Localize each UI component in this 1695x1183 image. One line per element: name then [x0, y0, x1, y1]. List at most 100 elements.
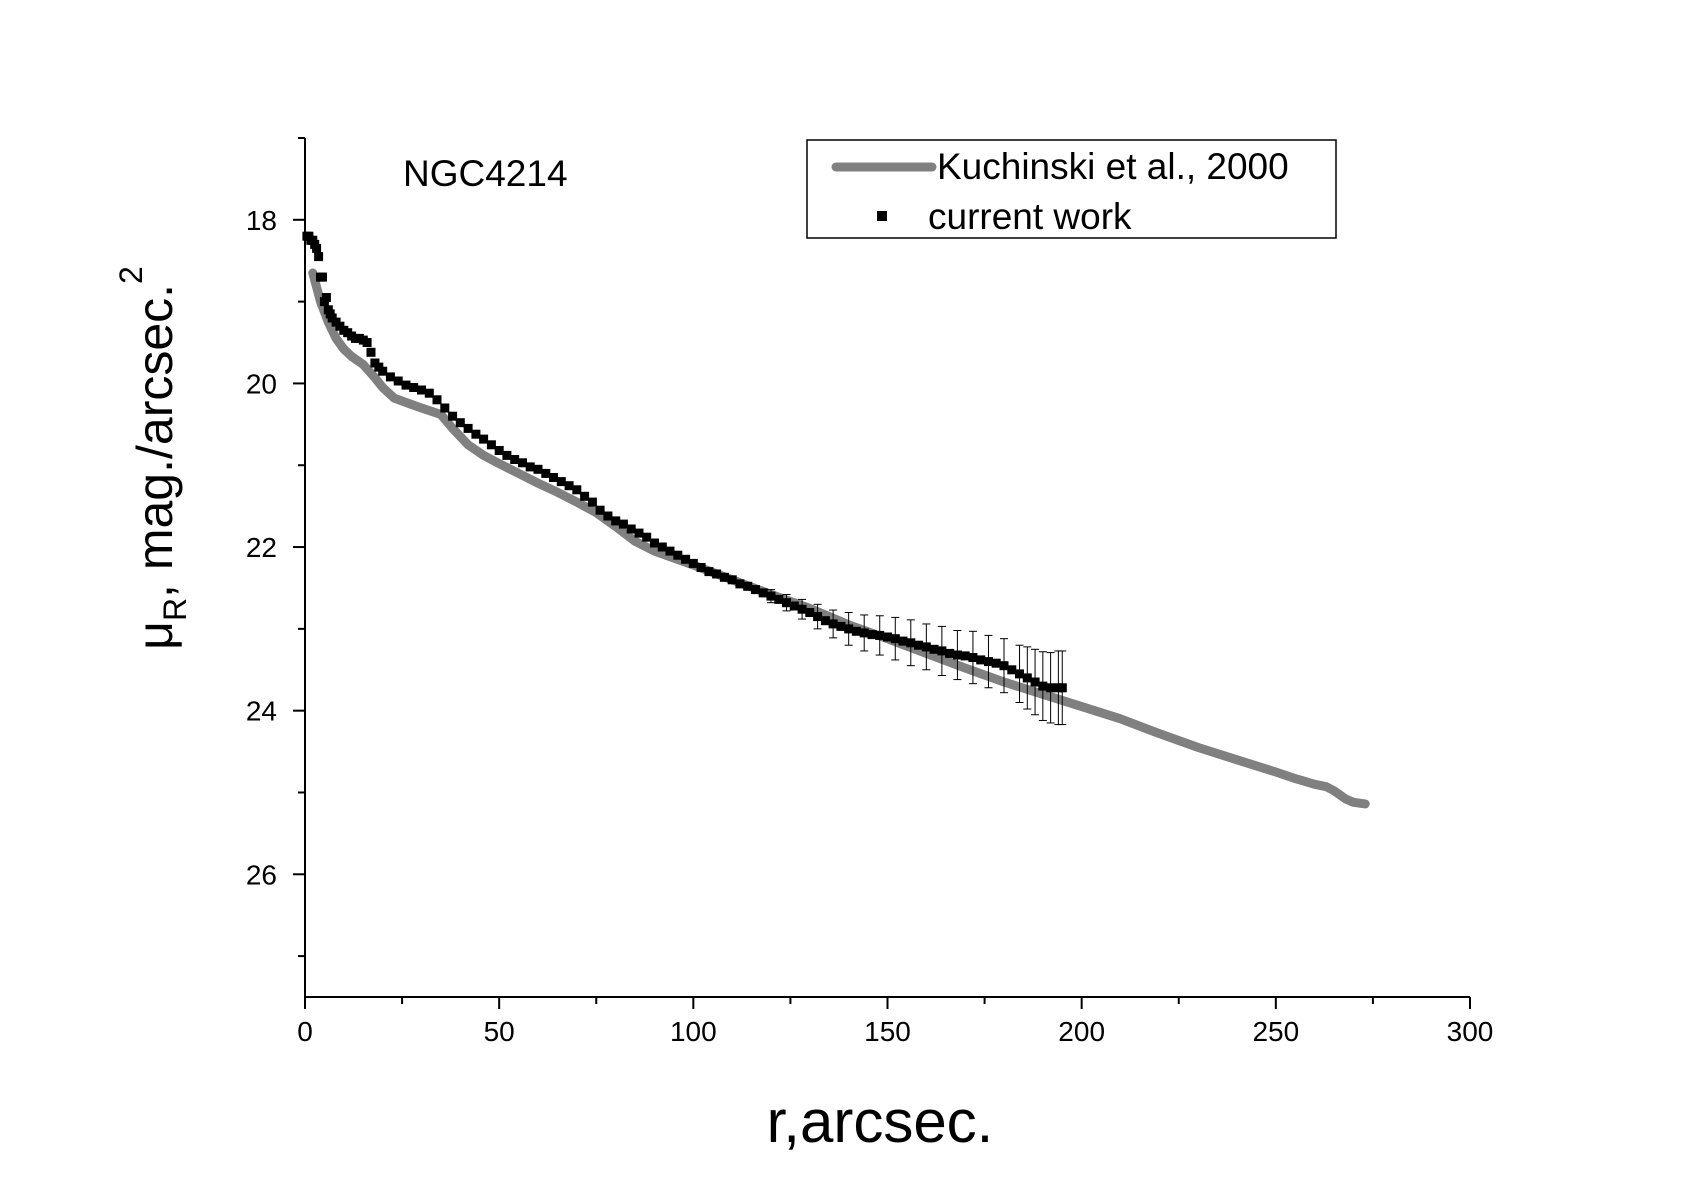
data-point-current-work	[851, 626, 861, 636]
data-point-current-work	[502, 450, 512, 460]
data-point-current-work	[634, 528, 644, 538]
data-point-current-work	[385, 372, 395, 382]
data-point-current-work	[479, 434, 489, 444]
data-point-current-work	[603, 511, 613, 521]
data-point-current-work	[867, 630, 877, 640]
data-point-current-work	[929, 644, 939, 654]
data-point-current-work	[890, 634, 900, 644]
axes	[304, 138, 1470, 998]
data-point-current-work	[1015, 669, 1024, 679]
data-point-current-work	[937, 646, 947, 656]
data-point-current-work	[751, 585, 760, 595]
data-point-current-work	[1038, 681, 1048, 691]
data-point-current-work	[455, 418, 465, 428]
data-point-current-work	[960, 651, 970, 661]
data-point-current-work	[704, 567, 714, 577]
x-tick-label: 50	[484, 1016, 515, 1047]
data-point-current-work	[735, 579, 745, 589]
data-point-current-work	[836, 621, 846, 631]
data-point-current-work	[525, 462, 535, 472]
data-point-current-work	[914, 640, 924, 650]
data-point-current-work	[362, 338, 372, 347]
y-axis-label-main: , mag./arcsec.	[127, 284, 183, 598]
data-point-current-work	[494, 446, 504, 455]
data-point-current-work	[743, 581, 753, 591]
x-tick-label: 150	[864, 1016, 911, 1047]
data-point-current-work	[366, 347, 376, 357]
data-point-current-work	[417, 385, 426, 395]
data-point-current-work	[642, 532, 652, 542]
x-tick-label: 0	[297, 1016, 313, 1047]
data-point-current-work	[906, 638, 916, 648]
data-point-current-work	[564, 481, 574, 491]
y-axis-label: μR, mag./arcsec.2	[113, 266, 193, 650]
series-line-kuchinski	[308, 268, 1370, 809]
data-point-current-work	[533, 464, 543, 474]
y-tick-label: 20	[246, 368, 277, 399]
data-point-current-work	[471, 429, 481, 439]
data-point-current-work	[921, 642, 931, 652]
data-point-current-work	[976, 655, 986, 665]
data-point-current-work	[401, 380, 411, 390]
data-point-current-work	[688, 558, 698, 568]
data-point-current-work	[378, 366, 388, 376]
data-point-current-work	[991, 658, 1001, 668]
data-point-current-work	[782, 598, 791, 608]
data-point-current-work	[611, 516, 621, 526]
data-point-current-work	[486, 440, 496, 450]
y-tick-label: 26	[246, 859, 277, 890]
data-point-current-work	[883, 632, 892, 642]
x-tick-label: 100	[670, 1016, 717, 1047]
data-point-current-work	[797, 604, 807, 614]
x-tick-label: 300	[1447, 1016, 1494, 1047]
y-tick-label: 24	[246, 696, 277, 727]
data-point-current-work	[657, 542, 667, 552]
data-point-current-work	[549, 473, 558, 482]
data-point-current-work	[432, 395, 442, 405]
data-point-current-work	[665, 546, 675, 556]
chart-annotation: NGC4214	[403, 153, 568, 194]
data-point-current-work	[1046, 683, 1056, 693]
data-point-current-work	[774, 594, 784, 604]
data-point-current-work	[789, 601, 799, 611]
data-point-current-work	[510, 455, 520, 464]
axis-ticks: 0 50 100 150 200 250 300 18 20 22 24 26	[246, 137, 1494, 1047]
data-point-current-work	[813, 612, 823, 622]
x-tick-label: 250	[1252, 1016, 1299, 1047]
data-point-current-work	[805, 608, 815, 617]
data-point-current-work	[409, 383, 419, 392]
data-point-current-work	[844, 624, 854, 634]
data-point-current-work	[314, 252, 324, 262]
data-point-current-work	[518, 458, 527, 468]
data-point-current-work	[1030, 677, 1040, 687]
data-point-current-work	[580, 491, 590, 501]
data-point-current-work	[424, 388, 434, 398]
data-point-current-work	[1022, 673, 1032, 683]
data-point-current-work	[595, 505, 605, 515]
data-point-current-work	[766, 591, 776, 601]
data-point-current-work	[727, 575, 737, 585]
data-point-current-work	[945, 648, 955, 658]
data-point-current-work	[1007, 665, 1017, 675]
data-point-current-work	[968, 653, 978, 662]
data-point-current-work	[859, 628, 869, 638]
data-point-current-work	[321, 293, 331, 302]
data-point-current-work	[318, 272, 327, 282]
data-point-current-work	[673, 550, 683, 560]
data-point-current-work	[618, 519, 628, 529]
y-tick-label: 22	[246, 532, 277, 563]
legend-box	[806, 139, 1337, 239]
data-point-current-work	[448, 411, 458, 421]
data-point-current-work	[952, 650, 962, 660]
data-point-current-work	[758, 588, 768, 598]
data-point-current-work	[999, 661, 1009, 671]
data-point-current-work	[712, 569, 722, 579]
data-point-current-work	[556, 477, 566, 487]
data-point-current-work	[587, 497, 597, 507]
legend-swatch-current-work	[877, 211, 887, 221]
y-axis-label-mu: μ	[127, 621, 183, 650]
data-point-current-work	[463, 423, 473, 433]
data-point-current-work	[820, 616, 830, 626]
legend-label-current-work: current work	[928, 196, 1132, 237]
data-point-current-work	[541, 468, 551, 478]
